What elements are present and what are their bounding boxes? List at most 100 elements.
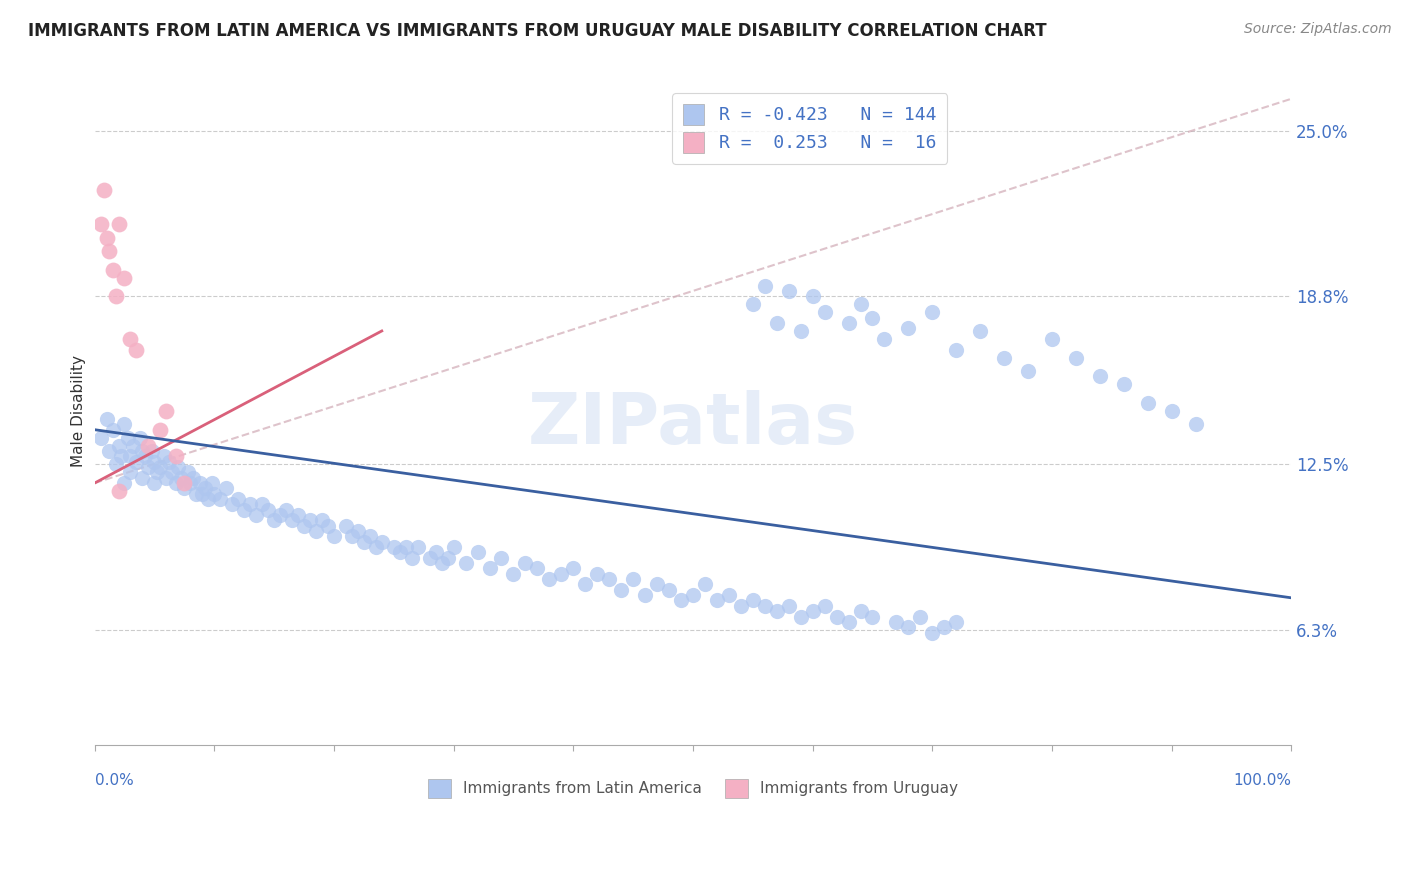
Point: [910, 609, 932, 624]
Point: [838, 316, 860, 330]
Point: [155, 404, 177, 418]
Point: [170, 471, 193, 485]
Point: [669, 593, 692, 607]
Point: [765, 604, 787, 618]
Point: [801, 604, 824, 618]
Point: [215, 482, 238, 496]
Point: [862, 310, 884, 325]
Point: [120, 450, 142, 464]
Y-axis label: Male Disability: Male Disability: [72, 355, 86, 467]
Point: [1112, 377, 1135, 392]
Point: [186, 487, 208, 501]
Point: [801, 289, 824, 303]
Point: [388, 545, 411, 559]
Point: [269, 508, 291, 522]
Point: [849, 297, 872, 311]
Point: [93, 182, 115, 196]
Point: [233, 502, 256, 516]
Point: [682, 588, 704, 602]
Point: [586, 566, 609, 581]
Point: [122, 439, 145, 453]
Point: [1040, 332, 1063, 346]
Point: [526, 561, 548, 575]
Point: [311, 513, 333, 527]
Point: [921, 625, 943, 640]
Point: [191, 487, 214, 501]
Point: [741, 593, 763, 607]
Point: [706, 593, 728, 607]
Point: [165, 476, 187, 491]
Point: [146, 466, 169, 480]
Point: [201, 476, 224, 491]
Point: [226, 492, 249, 507]
Point: [621, 572, 644, 586]
Point: [274, 502, 297, 516]
Point: [813, 305, 835, 319]
Point: [1017, 364, 1039, 378]
Point: [741, 297, 763, 311]
Point: [730, 599, 752, 613]
Point: [114, 270, 136, 285]
Point: [658, 582, 681, 597]
Point: [125, 343, 148, 357]
Point: [406, 540, 429, 554]
Point: [1088, 369, 1111, 384]
Point: [287, 508, 309, 522]
Point: [945, 615, 967, 629]
Point: [515, 556, 537, 570]
Point: [789, 324, 811, 338]
Point: [209, 492, 232, 507]
Point: [945, 343, 967, 357]
Point: [179, 476, 201, 491]
Point: [1160, 404, 1182, 418]
Point: [645, 577, 668, 591]
Point: [382, 540, 405, 554]
Point: [340, 529, 363, 543]
Point: [364, 540, 387, 554]
Point: [401, 550, 423, 565]
Point: [778, 284, 800, 298]
Legend: Immigrants from Latin America, Immigrants from Uruguay: Immigrants from Latin America, Immigrant…: [422, 772, 965, 804]
Point: [110, 450, 132, 464]
Point: [107, 439, 129, 453]
Text: Source: ZipAtlas.com: Source: ZipAtlas.com: [1244, 22, 1392, 37]
Point: [117, 431, 139, 445]
Point: [813, 599, 835, 613]
Point: [107, 217, 129, 231]
Point: [131, 471, 153, 485]
Point: [838, 615, 860, 629]
Point: [96, 412, 118, 426]
Point: [131, 444, 153, 458]
Point: [562, 561, 585, 575]
Point: [188, 476, 211, 491]
Point: [263, 513, 285, 527]
Point: [754, 278, 776, 293]
Point: [371, 534, 394, 549]
Point: [114, 476, 136, 491]
Point: [598, 572, 620, 586]
Point: [125, 455, 148, 469]
Point: [467, 545, 489, 559]
Point: [250, 497, 273, 511]
Point: [538, 572, 561, 586]
Point: [886, 615, 908, 629]
Point: [153, 450, 176, 464]
Point: [993, 351, 1015, 365]
Point: [149, 423, 172, 437]
Point: [101, 423, 124, 437]
Point: [754, 599, 776, 613]
Point: [502, 566, 524, 581]
Text: IMMIGRANTS FROM LATIN AMERICA VS IMMIGRANTS FROM URUGUAY MALE DISABILITY CORRELA: IMMIGRANTS FROM LATIN AMERICA VS IMMIGRA…: [28, 22, 1046, 40]
Point: [143, 455, 166, 469]
Point: [323, 529, 346, 543]
Point: [765, 316, 787, 330]
Point: [138, 439, 160, 453]
Point: [120, 466, 142, 480]
Point: [693, 577, 716, 591]
Point: [292, 518, 315, 533]
Point: [491, 550, 513, 565]
Point: [1136, 396, 1159, 410]
Point: [436, 550, 458, 565]
Point: [149, 460, 172, 475]
Point: [298, 513, 321, 527]
